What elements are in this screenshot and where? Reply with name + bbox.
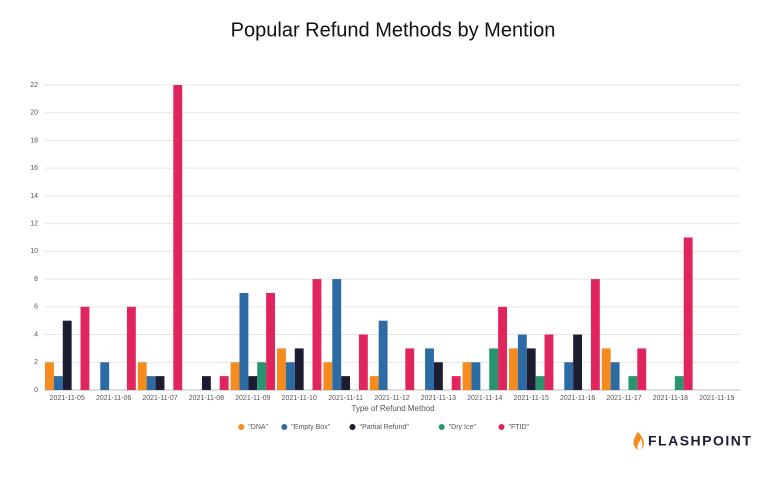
y-tick-label: 6 [34,304,38,311]
x-tick-label: 2021-11-06 [96,395,131,402]
x-tick-label: 2021-11-05 [50,395,85,402]
y-tick-label: 8 [34,276,38,283]
x-tick-label: 2021-11-17 [606,395,641,402]
bar [230,362,240,390]
x-tick-label: 2021-11-08 [189,395,224,402]
y-tick-label: 22 [30,82,38,89]
legend-marker [281,424,288,430]
bar [573,334,583,390]
x-tick-label: 2021-11-07 [142,395,177,402]
bar [433,362,443,390]
chart-title: Popular Refund Methods by Mention [231,19,556,41]
bar [201,376,211,390]
bar [219,376,229,390]
bar [341,376,351,390]
bar [126,306,136,390]
bar [425,348,434,390]
x-tick-label: 2021-11-09 [235,395,270,402]
bar [248,376,258,390]
bar [535,376,545,390]
y-tick-label: 16 [30,165,38,172]
y-tick-label: 10 [30,248,38,255]
bar [564,362,574,390]
bar [637,348,647,390]
bar [294,348,304,390]
legend-label: "Dry Ice" [449,424,477,431]
legend-marker [438,424,445,430]
bar [462,362,472,390]
bar [239,292,249,390]
legend-marker [498,424,505,430]
x-tick-label: 2021-11-12 [374,395,409,402]
bar [489,348,499,390]
bar [628,376,638,390]
bar [517,334,527,390]
y-tick-label: 2 [34,359,38,366]
bar [332,279,342,390]
bar [80,306,90,390]
bar [526,348,536,390]
bar [155,376,165,390]
legend-label: "FTID" [509,424,530,431]
bar [146,376,156,390]
bar [323,362,333,390]
bar [683,237,693,390]
bar [358,334,368,390]
bar [277,348,286,390]
legend-marker [238,424,245,430]
bar [137,362,147,390]
brand-logo [633,432,644,450]
x-tick-label: 2021-11-11 [328,395,363,402]
brand: FLASHPOINT [648,433,752,449]
bar [544,334,554,390]
x-tick-label: 2021-11-16 [560,395,595,402]
x-tick-label: 2021-11-14 [467,395,502,402]
x-axis-title: Type of Refund Method [351,404,434,413]
bar [498,306,507,390]
bar [405,348,415,390]
y-tick-label: 0 [34,387,38,394]
bar [509,348,518,390]
bar [451,376,461,390]
y-tick-label: 12 [30,220,38,227]
bar [378,320,388,390]
bar [312,279,322,390]
x-tick-label: 2021-11-10 [282,395,317,402]
bar [100,362,110,390]
bar [45,362,54,390]
x-tick-label: 2021-11-19 [699,395,734,402]
legend-marker [349,424,356,430]
bar [601,348,611,390]
bar [610,362,620,390]
bar [53,376,63,390]
bar [266,292,275,390]
x-tick-label: 2021-11-13 [421,395,456,402]
y-tick-label: 20 [30,110,38,117]
legend-label: "Partial Refund" [360,424,410,431]
bar [471,362,481,390]
x-tick-label: 2021-11-18 [653,395,688,402]
bar [674,376,684,390]
y-tick-label: 18 [30,137,38,144]
bar [257,362,267,390]
legend-label: "DNA" [248,424,268,431]
bar [62,320,72,390]
y-tick-label: 4 [34,331,38,338]
bar [590,279,600,390]
bar [369,376,379,390]
bar [285,362,295,390]
legend-label: "Empty Box" [291,424,330,431]
bar [173,85,183,390]
y-tick-label: 14 [30,193,38,200]
x-tick-label: 2021-11-15 [514,395,549,402]
